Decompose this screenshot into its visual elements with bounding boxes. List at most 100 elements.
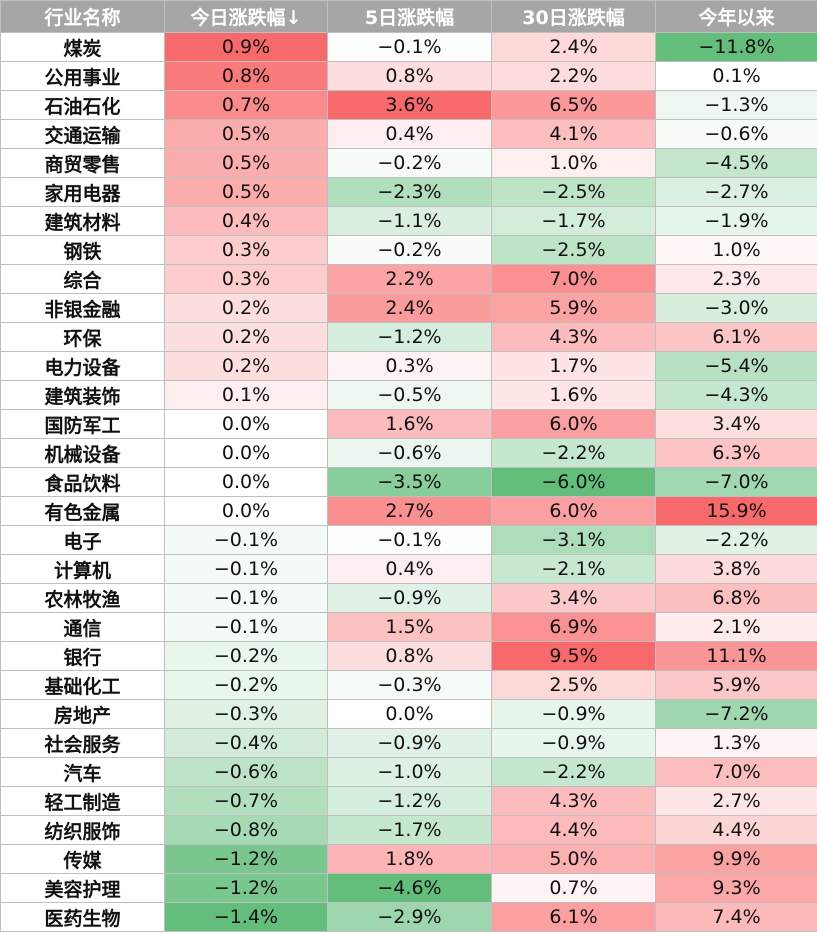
- today-change-cell: 0.5%: [164, 148, 328, 178]
- 30day-change-cell: 6.0%: [491, 409, 656, 439]
- industry-name-cell: 医药生物: [0, 902, 165, 932]
- 5day-change-cell: −1.2%: [327, 322, 492, 352]
- today-change-cell: 0.0%: [164, 409, 328, 439]
- header-5day-change[interactable]: 5日涨跌幅: [327, 0, 492, 33]
- 5day-change-cell: −1.0%: [327, 757, 492, 787]
- 5day-change-cell: −0.1%: [327, 525, 492, 555]
- industry-name-cell: 建筑装饰: [0, 380, 165, 410]
- table-row: 电子 −0.1% −0.1% −3.1% −2.2%: [0, 525, 817, 555]
- table-row: 房地产 −0.3% 0.0% −0.9% −7.2%: [0, 699, 817, 729]
- table-row: 纺织服饰 −0.8% −1.7% 4.4% 4.4%: [0, 815, 817, 845]
- industry-name-cell: 国防军工: [0, 409, 165, 439]
- 30day-change-cell: −1.7%: [491, 206, 656, 236]
- 30day-change-cell: 6.0%: [491, 496, 656, 526]
- today-change-cell: 0.5%: [164, 177, 328, 207]
- 30day-change-cell: −3.1%: [491, 525, 656, 555]
- table-row: 建筑材料 0.4% −1.1% −1.7% −1.9%: [0, 206, 817, 236]
- today-change-cell: −0.1%: [164, 554, 328, 584]
- 5day-change-cell: 2.7%: [327, 496, 492, 526]
- today-change-cell: −0.4%: [164, 728, 328, 758]
- table-row: 石油石化 0.7% 3.6% 6.5% −1.3%: [0, 90, 817, 120]
- header-row: 行业名称 今日涨跌幅↓ 5日涨跌幅 30日涨跌幅 今年以来: [0, 0, 817, 33]
- industry-name-cell: 钢铁: [0, 235, 165, 265]
- 5day-change-cell: 3.6%: [327, 90, 492, 120]
- today-change-cell: −1.4%: [164, 902, 328, 932]
- ytd-change-cell: 3.8%: [655, 554, 817, 584]
- industry-name-cell: 美容护理: [0, 873, 165, 903]
- today-change-cell: −0.7%: [164, 786, 328, 816]
- table-body: 煤炭 0.9% −0.1% 2.4% −11.8% 公用事业 0.8% 0.8% 2.2% 0.1…: [0, 32, 817, 932]
- table-row: 家用电器 0.5% −2.3% −2.5% −2.7%: [0, 177, 817, 207]
- header-30day-change[interactable]: 30日涨跌幅: [491, 0, 656, 33]
- industry-name-cell: 计算机: [0, 554, 165, 584]
- 5day-change-cell: −3.5%: [327, 467, 492, 497]
- industry-name-cell: 建筑材料: [0, 206, 165, 236]
- ytd-change-cell: 9.9%: [655, 844, 817, 874]
- 30day-change-cell: −2.1%: [491, 554, 656, 584]
- 30day-change-cell: 0.7%: [491, 873, 656, 903]
- industry-name-cell: 食品饮料: [0, 467, 165, 497]
- ytd-change-cell: −7.2%: [655, 699, 817, 729]
- table-row: 钢铁 0.3% −0.2% −2.5% 1.0%: [0, 235, 817, 265]
- 5day-change-cell: −0.9%: [327, 583, 492, 613]
- industry-name-cell: 机械设备: [0, 438, 165, 468]
- 5day-change-cell: −0.3%: [327, 670, 492, 700]
- table-row: 社会服务 −0.4% −0.9% −0.9% 1.3%: [0, 728, 817, 758]
- industry-name-cell: 基础化工: [0, 670, 165, 700]
- industry-name-cell: 交通运输: [0, 119, 165, 149]
- ytd-change-cell: −4.3%: [655, 380, 817, 410]
- today-change-cell: 0.5%: [164, 119, 328, 149]
- ytd-change-cell: −2.7%: [655, 177, 817, 207]
- ytd-change-cell: 1.3%: [655, 728, 817, 758]
- ytd-change-cell: 2.3%: [655, 264, 817, 294]
- today-change-cell: 0.8%: [164, 61, 328, 91]
- today-change-cell: −0.1%: [164, 525, 328, 555]
- ytd-change-cell: −0.6%: [655, 119, 817, 149]
- today-change-cell: 0.1%: [164, 380, 328, 410]
- 30day-change-cell: 4.4%: [491, 815, 656, 845]
- 30day-change-cell: 5.9%: [491, 293, 656, 323]
- 30day-change-cell: 7.0%: [491, 264, 656, 294]
- ytd-change-cell: 6.3%: [655, 438, 817, 468]
- industry-name-cell: 商贸零售: [0, 148, 165, 178]
- header-industry-name[interactable]: 行业名称: [0, 0, 165, 33]
- industry-name-cell: 石油石化: [0, 90, 165, 120]
- 30day-change-cell: 4.3%: [491, 322, 656, 352]
- industry-name-cell: 通信: [0, 612, 165, 642]
- ytd-change-cell: −1.3%: [655, 90, 817, 120]
- header-today-change[interactable]: 今日涨跌幅↓: [164, 0, 328, 33]
- 30day-change-cell: 1.0%: [491, 148, 656, 178]
- today-change-cell: 0.2%: [164, 322, 328, 352]
- 5day-change-cell: −2.3%: [327, 177, 492, 207]
- 5day-change-cell: −0.1%: [327, 32, 492, 62]
- 5day-change-cell: 0.8%: [327, 61, 492, 91]
- table-row: 美容护理 −1.2% −4.6% 0.7% 9.3%: [0, 873, 817, 903]
- 5day-change-cell: 0.8%: [327, 641, 492, 671]
- header-ytd-change[interactable]: 今年以来: [655, 0, 817, 33]
- 30day-change-cell: 1.6%: [491, 380, 656, 410]
- today-change-cell: −0.2%: [164, 641, 328, 671]
- ytd-change-cell: −1.9%: [655, 206, 817, 236]
- table-row: 综合 0.3% 2.2% 7.0% 2.3%: [0, 264, 817, 294]
- 5day-change-cell: −0.5%: [327, 380, 492, 410]
- table-row: 商贸零售 0.5% −0.2% 1.0% −4.5%: [0, 148, 817, 178]
- today-change-cell: 0.2%: [164, 293, 328, 323]
- ytd-change-cell: 2.7%: [655, 786, 817, 816]
- table-row: 机械设备 0.0% −0.6% −2.2% 6.3%: [0, 438, 817, 468]
- industry-name-cell: 农林牧渔: [0, 583, 165, 613]
- 5day-change-cell: −0.2%: [327, 235, 492, 265]
- 30day-change-cell: 2.4%: [491, 32, 656, 62]
- 5day-change-cell: 1.5%: [327, 612, 492, 642]
- industry-name-cell: 传媒: [0, 844, 165, 874]
- industry-name-cell: 汽车: [0, 757, 165, 787]
- 30day-change-cell: −2.5%: [491, 177, 656, 207]
- ytd-change-cell: 6.1%: [655, 322, 817, 352]
- 30day-change-cell: −2.2%: [491, 757, 656, 787]
- 5day-change-cell: 2.4%: [327, 293, 492, 323]
- industry-name-cell: 社会服务: [0, 728, 165, 758]
- table-row: 传媒 −1.2% 1.8% 5.0% 9.9%: [0, 844, 817, 874]
- ytd-change-cell: −7.0%: [655, 467, 817, 497]
- ytd-change-cell: 0.1%: [655, 61, 817, 91]
- ytd-change-cell: −11.8%: [655, 32, 817, 62]
- 5day-change-cell: −0.6%: [327, 438, 492, 468]
